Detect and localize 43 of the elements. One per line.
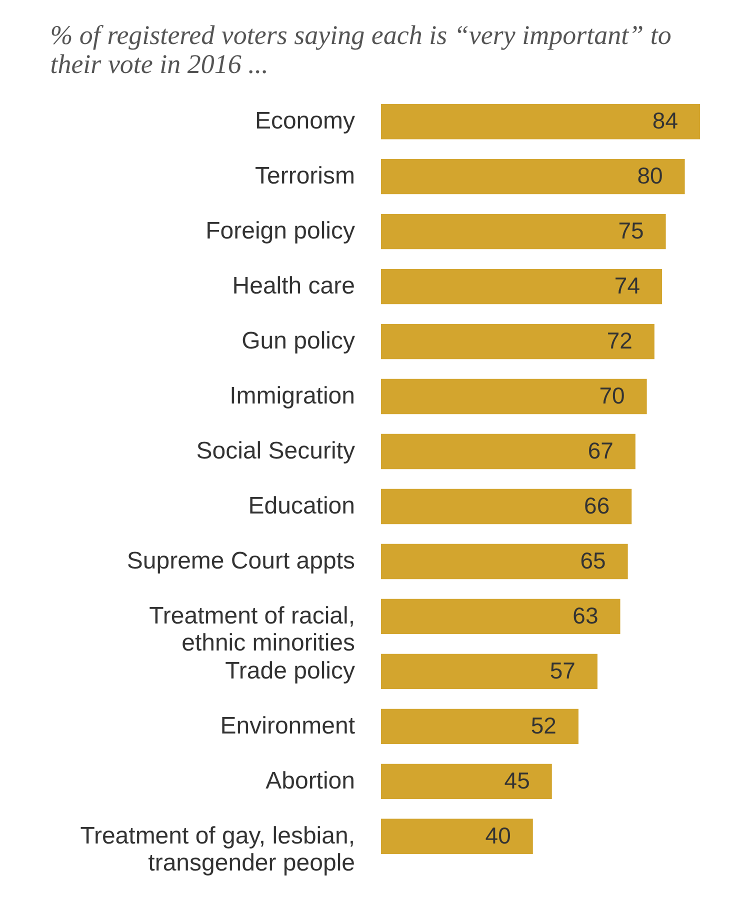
bar [381,324,654,360]
bar [381,104,700,140]
y-tick-label: Treatment of gay, lesbian, transgender people [80,822,355,876]
data-label: 75 [618,218,644,244]
data-label: 45 [504,767,530,794]
data-label: 72 [606,328,632,354]
data-label: 63 [572,602,598,628]
bar [381,434,636,470]
y-tick-label: Trade policy [225,657,355,684]
y-tick-label: Immigration [230,382,355,410]
y-tick-label: Economy [254,108,355,135]
data-label: 74 [614,272,640,299]
bar [381,544,628,580]
data-label: 65 [580,547,606,574]
y-tick-label: Abortion [266,767,355,794]
bar [381,764,552,800]
bar [381,654,598,690]
chart-title: % of registered voters saying each is “very important” to their vote in 2016 ... [50,20,672,79]
bar [381,598,620,634]
y-tick-label: Foreign policy [206,218,355,245]
bar [381,488,632,524]
bar [381,378,647,414]
bar [381,268,662,304]
data-label: 67 [588,438,614,464]
data-label: 40 [485,822,511,848]
data-label: 57 [550,657,576,684]
y-tick-label: Supreme Court appts [126,547,355,574]
y-tick-label: Education [248,492,355,520]
bar [381,158,685,194]
y-tick-label: Terrorism [255,162,355,190]
data-label: 84 [652,108,678,134]
y-tick-label: Treatment of racial, ethnic minorities [149,602,355,656]
y-tick-label: Environment [220,712,356,740]
y-tick-label: Gun policy [242,328,355,355]
bar [381,214,666,250]
y-tick-label: Health care [232,272,355,300]
bar [381,818,533,854]
data-label: 66 [584,492,610,518]
data-label: 52 [530,712,556,738]
bar [381,708,578,744]
data-label: 70 [599,382,625,409]
data-label: 80 [637,162,663,189]
y-tick-label: Social Security [196,438,355,465]
